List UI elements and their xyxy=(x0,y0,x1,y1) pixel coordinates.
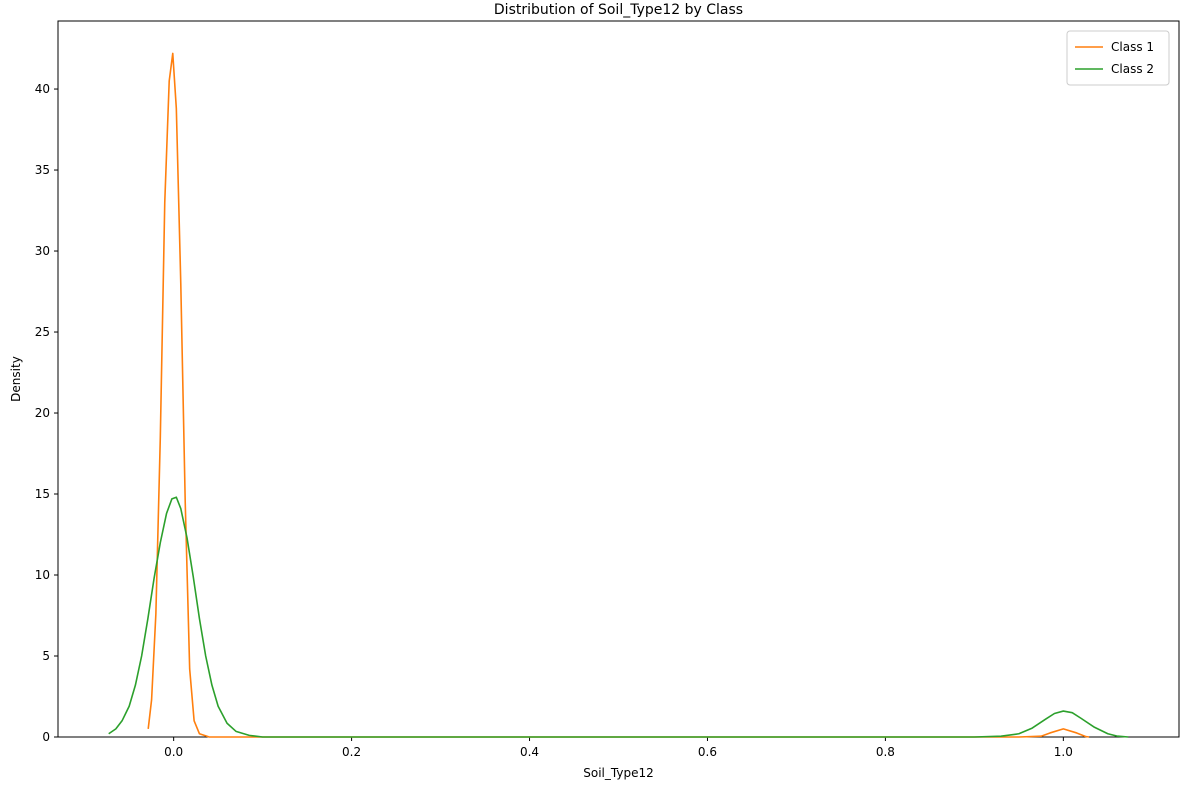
chart-title: Distribution of Soil_Type12 by Class xyxy=(494,2,743,18)
y-tick-label: 10 xyxy=(35,568,50,582)
y-axis-label: Density xyxy=(9,356,23,402)
legend: Class 1 Class 2 xyxy=(1066,30,1170,86)
x-axis-ticks: 0.0 0.2 0.4 0.6 0.8 1.0 xyxy=(164,737,1073,759)
y-tick-label: 15 xyxy=(35,487,50,501)
y-tick-label: 0 xyxy=(42,730,50,744)
y-tick-label: 30 xyxy=(35,244,50,258)
x-tick-label: 0.2 xyxy=(342,745,361,759)
plot-frame xyxy=(57,20,1180,738)
x-axis-label: Soil_Type12 xyxy=(583,766,653,780)
series-line-class-1 xyxy=(147,52,1090,738)
y-tick-label: 5 xyxy=(42,649,50,663)
legend-label-class-2: Class 2 xyxy=(1111,62,1154,76)
x-tick-label: 0.8 xyxy=(876,745,895,759)
y-tick-label: 25 xyxy=(35,325,50,339)
y-axis-ticks: 0 5 10 15 20 25 30 35 40 xyxy=(35,82,58,744)
plot-area xyxy=(57,20,1180,738)
series-layer xyxy=(108,52,1129,738)
legend-label-class-1: Class 1 xyxy=(1111,40,1154,54)
y-tick-label: 20 xyxy=(35,406,50,420)
y-tick-label: 35 xyxy=(35,163,50,177)
legend-box xyxy=(1066,30,1170,86)
x-tick-label: 0.6 xyxy=(698,745,717,759)
y-tick-label: 40 xyxy=(35,82,50,96)
x-tick-label: 1.0 xyxy=(1054,745,1073,759)
x-tick-label: 0.0 xyxy=(164,745,183,759)
series-line-class-2 xyxy=(108,496,1129,738)
x-tick-label: 0.4 xyxy=(520,745,539,759)
